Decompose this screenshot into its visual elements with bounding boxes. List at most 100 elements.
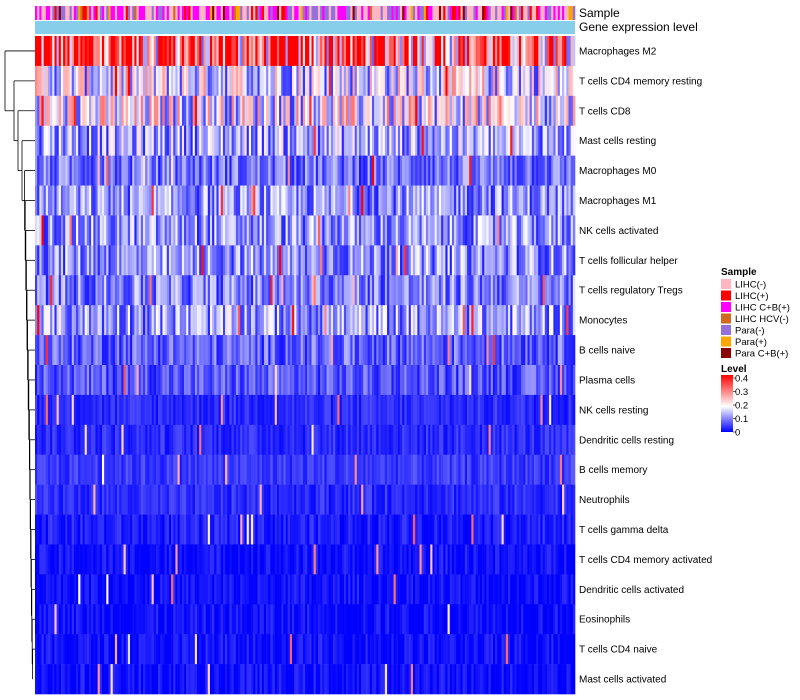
heatmap-cell	[259, 95, 263, 127]
heatmap-cell	[151, 215, 155, 246]
heatmap-cell	[240, 36, 243, 67]
heatmap-cell	[320, 95, 323, 127]
heatmap-cell	[294, 574, 297, 605]
heatmap-cell	[285, 245, 289, 276]
heatmap-cell	[324, 185, 327, 216]
heatmap-cell	[41, 155, 44, 186]
sample-track-cell	[203, 6, 206, 20]
heatmap-cell	[229, 65, 232, 97]
heatmap-cell	[326, 95, 330, 127]
heatmap-cell	[302, 155, 306, 186]
heatmap-cell	[166, 574, 170, 605]
heatmap-cell	[339, 215, 343, 246]
heatmap-cell	[190, 275, 193, 306]
heatmap-cell	[371, 155, 375, 186]
heatmap-cell	[572, 65, 576, 97]
heatmap-cell	[60, 155, 64, 186]
heatmap-cell	[47, 424, 51, 456]
heatmap-cell	[464, 215, 468, 246]
sample-track-cell	[140, 6, 144, 20]
heatmap-cell	[140, 305, 144, 336]
heatmap-cell	[229, 275, 232, 306]
heatmap-cell	[132, 125, 135, 156]
heatmap-cell	[257, 424, 260, 456]
heatmap-cell	[35, 65, 38, 97]
heatmap-cell	[397, 484, 401, 515]
heatmap-cell	[134, 215, 137, 246]
heatmap-cell	[272, 484, 276, 515]
heatmap-cell	[67, 484, 70, 515]
heatmap-cell	[188, 36, 191, 67]
heatmap-cell	[497, 95, 500, 127]
heatmap-cell	[467, 514, 470, 545]
heatmap-cell	[382, 544, 386, 575]
heatmap-cell	[559, 36, 563, 67]
heatmap-cell	[108, 95, 111, 127]
sample-track-cell	[289, 6, 293, 20]
heatmap-cell	[346, 454, 349, 485]
heatmap-cell	[436, 305, 440, 336]
heatmap-cell	[479, 365, 483, 396]
heatmap-cell	[104, 185, 107, 216]
heatmap-cell	[117, 155, 120, 186]
heatmap-cell	[300, 155, 304, 186]
heatmap-cell	[296, 65, 299, 97]
heatmap-cell	[572, 305, 576, 336]
heatmap-cell	[447, 454, 451, 485]
heatmap-cell	[155, 514, 159, 545]
heatmap-cell	[471, 36, 474, 67]
heatmap-cell	[395, 155, 399, 186]
heatmap-cell	[417, 424, 420, 456]
heatmap-cell	[549, 365, 552, 396]
heatmap-cell	[41, 574, 44, 605]
heatmap-cell	[127, 36, 131, 67]
heatmap-cell	[330, 424, 334, 456]
heatmap-cell	[114, 185, 118, 216]
heatmap-cell	[562, 36, 565, 67]
heatmap-cell	[363, 65, 366, 97]
heatmap-cell	[253, 155, 256, 186]
heatmap-cell	[231, 245, 235, 276]
heatmap-cell	[251, 544, 254, 575]
heatmap-cell	[117, 335, 120, 366]
heatmap-cell	[60, 305, 64, 336]
heatmap-cell	[78, 36, 81, 67]
heatmap-cell	[473, 454, 476, 485]
heatmap-cell	[199, 544, 202, 575]
heatmap-cell	[533, 215, 537, 246]
heatmap-cell	[477, 125, 481, 156]
heatmap-cell	[533, 245, 537, 276]
heatmap-cell	[402, 305, 405, 336]
heatmap-cell	[389, 335, 392, 366]
heatmap-cell	[475, 36, 479, 67]
heatmap-cell	[527, 305, 530, 336]
heatmap-cell	[266, 155, 269, 186]
heatmap-cell	[225, 335, 228, 366]
heatmap-cell	[270, 394, 273, 426]
heatmap-cell	[58, 454, 62, 485]
heatmap-cell	[553, 544, 556, 575]
heatmap-cell	[391, 95, 394, 127]
heatmap-cell	[86, 36, 90, 67]
heatmap-cell	[63, 394, 66, 426]
heatmap-cell	[149, 125, 152, 156]
heatmap-cell	[542, 335, 546, 366]
heatmap-cell	[512, 36, 515, 67]
heatmap-cell	[549, 275, 552, 306]
heatmap-cell	[106, 185, 109, 216]
heatmap-cell	[384, 424, 388, 456]
heatmap-cell	[35, 514, 38, 545]
heatmap-cell	[464, 95, 468, 127]
heatmap-cell	[302, 454, 306, 485]
heatmap-cell	[238, 365, 241, 396]
heatmap-cell	[197, 125, 200, 156]
heatmap-cell	[460, 245, 463, 276]
heatmap-cell	[447, 484, 451, 515]
heatmap-cell	[136, 155, 139, 186]
heatmap-cell	[456, 36, 459, 67]
heatmap-cell	[263, 65, 267, 97]
heatmap-cell	[47, 335, 51, 366]
heatmap-cell	[162, 305, 165, 336]
heatmap-cell	[363, 36, 366, 67]
heatmap-cell	[216, 454, 219, 485]
